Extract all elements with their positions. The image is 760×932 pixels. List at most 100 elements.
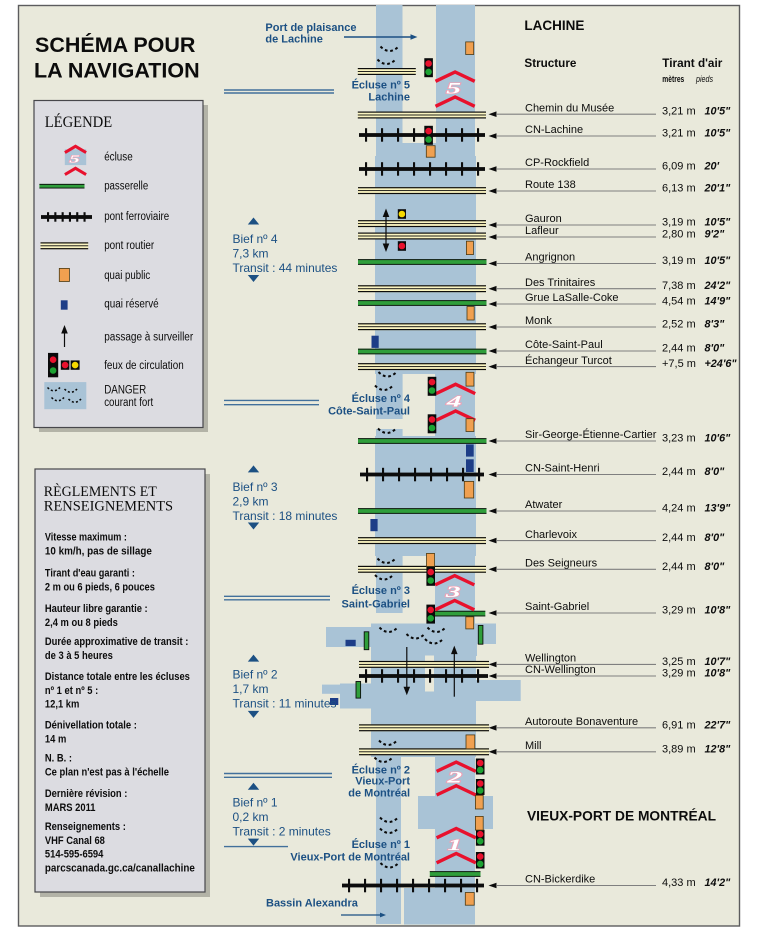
svg-text:nº 1 et nº 5 :: nº 1 et nº 5 : xyxy=(45,685,98,697)
svg-text:N. B. :: N. B. : xyxy=(45,753,72,765)
svg-text:Gauron: Gauron xyxy=(525,213,562,225)
svg-text:4,33 m: 4,33 m xyxy=(662,877,696,889)
svg-text:14'9": 14'9" xyxy=(705,296,732,308)
svg-text:Renseignements :: Renseignements : xyxy=(45,821,126,833)
svg-text:Écluse nº 3: Écluse nº 3 xyxy=(352,584,410,597)
svg-text:pont ferroviaire: pont ferroviaire xyxy=(104,211,169,223)
svg-text:7,3 km: 7,3 km xyxy=(233,247,269,261)
svg-text:10'5": 10'5" xyxy=(705,106,732,118)
svg-text:Tirant d'eau garanti :: Tirant d'eau garanti : xyxy=(45,568,135,580)
svg-text:Angrignon: Angrignon xyxy=(525,252,575,264)
svg-text:10'8": 10'8" xyxy=(705,605,732,617)
svg-text:Bassin Alexandra: Bassin Alexandra xyxy=(266,898,359,910)
svg-text:2,80 m: 2,80 m xyxy=(662,229,696,241)
svg-text:6,13 m: 6,13 m xyxy=(662,183,696,195)
svg-text:Vieux-Port: Vieux-Port xyxy=(355,776,410,788)
svg-text:10 km/h, pas de sillage: 10 km/h, pas de sillage xyxy=(45,545,152,557)
svg-text:LA NAVIGATION: LA NAVIGATION xyxy=(34,59,200,83)
svg-text:8'0": 8'0" xyxy=(705,343,726,355)
svg-text:de 3 à 5 heures: de 3 à 5 heures xyxy=(45,650,113,662)
svg-text:2,44 m: 2,44 m xyxy=(662,343,696,355)
svg-text:7,38 m: 7,38 m xyxy=(662,280,696,292)
svg-text:24'2": 24'2" xyxy=(704,280,732,292)
svg-text:3,21 m: 3,21 m xyxy=(662,106,696,118)
svg-text:écluse: écluse xyxy=(104,152,133,164)
svg-text:2,44 m: 2,44 m xyxy=(662,532,696,544)
svg-text:Charlevoix: Charlevoix xyxy=(525,529,577,541)
svg-text:5: 5 xyxy=(446,80,461,97)
svg-text:Hauteur libre garantie :: Hauteur libre garantie : xyxy=(45,603,148,615)
svg-text:Bief nº 2: Bief nº 2 xyxy=(233,668,278,682)
svg-text:10'5": 10'5" xyxy=(705,128,732,140)
svg-text:3,19 m: 3,19 m xyxy=(662,217,696,229)
svg-text:Wellington: Wellington xyxy=(525,653,576,665)
svg-text:Mill: Mill xyxy=(525,740,542,752)
svg-text:8'3": 8'3" xyxy=(705,319,726,331)
svg-text:2,4 m ou 8 pieds: 2,4 m ou 8 pieds xyxy=(45,617,118,629)
svg-text:+7,5 m: +7,5 m xyxy=(662,358,696,370)
svg-text:6,91 m: 6,91 m xyxy=(662,719,696,731)
svg-text:CP-Rockfield: CP-Rockfield xyxy=(525,157,589,169)
svg-text:Atwater: Atwater xyxy=(525,499,563,511)
svg-text:CN-Bickerdike: CN-Bickerdike xyxy=(525,874,595,886)
svg-text:5: 5 xyxy=(69,152,79,165)
svg-text:LACHINE: LACHINE xyxy=(524,17,584,33)
svg-text:Vieux-Port de Montréal: Vieux-Port de Montréal xyxy=(290,852,410,864)
svg-text:Vitesse maximum :: Vitesse maximum : xyxy=(45,532,127,544)
svg-text:10'5": 10'5" xyxy=(705,255,732,267)
svg-text:Lafleur: Lafleur xyxy=(525,225,559,237)
svg-text:Écluse nº 2: Écluse nº 2 xyxy=(352,763,410,776)
svg-text:3,29 m: 3,29 m xyxy=(662,605,696,617)
svg-text:Bief nº 3: Bief nº 3 xyxy=(233,480,278,494)
svg-text:DANGER: DANGER xyxy=(104,385,146,397)
svg-text:6,09 m: 6,09 m xyxy=(662,161,696,173)
svg-text:CN-Wellington: CN-Wellington xyxy=(525,664,596,676)
svg-text:Transit : 18 minutes: Transit : 18 minutes xyxy=(233,509,338,523)
svg-text:Dernière révision :: Dernière révision : xyxy=(45,788,128,800)
svg-text:Monk: Monk xyxy=(525,315,552,327)
svg-text:2,9 km: 2,9 km xyxy=(233,495,269,509)
svg-text:CN-Lachine: CN-Lachine xyxy=(525,124,583,136)
svg-text:3,19 m: 3,19 m xyxy=(662,255,696,267)
svg-text:8'0": 8'0" xyxy=(705,532,726,544)
svg-text:Côte-Saint-Paul: Côte-Saint-Paul xyxy=(525,339,603,351)
svg-text:10'8": 10'8" xyxy=(705,668,732,680)
svg-text:Transit : 11 minutes: Transit : 11 minutes xyxy=(233,697,337,711)
svg-text:feux de circulation: feux de circulation xyxy=(104,360,184,372)
svg-text:de Lachine: de Lachine xyxy=(265,34,322,46)
svg-text:passerelle: passerelle xyxy=(104,180,148,192)
svg-text:quai public: quai public xyxy=(104,270,150,282)
svg-text:4,54 m: 4,54 m xyxy=(662,296,696,308)
svg-text:0,2 km: 0,2 km xyxy=(233,810,269,824)
svg-text:mètres: mètres xyxy=(662,74,684,84)
svg-text:10'5": 10'5" xyxy=(705,217,732,229)
svg-text:quai réservé: quai réservé xyxy=(104,299,159,311)
svg-text:de Montréal: de Montréal xyxy=(348,787,410,799)
svg-text:Durée approximative de transit: Durée approximative de transit : xyxy=(45,636,189,648)
svg-text:9'2": 9'2" xyxy=(705,229,726,241)
svg-text:Échangeur Turcot: Échangeur Turcot xyxy=(525,354,612,367)
svg-text:pieds: pieds xyxy=(695,74,713,84)
svg-text:Bief nº 4: Bief nº 4 xyxy=(233,232,278,246)
svg-text:Structure: Structure xyxy=(524,58,576,70)
svg-text:Saint-Gabriel: Saint-Gabriel xyxy=(525,601,589,613)
svg-text:20'1": 20'1" xyxy=(704,183,732,195)
svg-text:Sir-George-Étienne-Cartier: Sir-George-Étienne-Cartier xyxy=(525,428,657,441)
svg-text:20': 20' xyxy=(704,161,720,173)
svg-text:Tirant d'air: Tirant d'air xyxy=(662,58,723,70)
svg-text:VIEUX-PORT DE MONTRÉAL: VIEUX-PORT DE MONTRÉAL xyxy=(527,808,716,824)
svg-text:Grue LaSalle-Coke: Grue LaSalle-Coke xyxy=(525,292,619,304)
svg-text:Des Seigneurs: Des Seigneurs xyxy=(525,558,598,570)
svg-text:2,52 m: 2,52 m xyxy=(662,319,696,331)
svg-text:3,89 m: 3,89 m xyxy=(662,743,696,755)
svg-text:Saint-Gabriel: Saint-Gabriel xyxy=(342,598,410,610)
svg-text:courant fort: courant fort xyxy=(104,397,154,409)
svg-text:10'6": 10'6" xyxy=(705,433,732,445)
svg-text:12,1 km: 12,1 km xyxy=(45,699,80,711)
svg-text:pont routier: pont routier xyxy=(104,240,154,252)
svg-text:2,44 m: 2,44 m xyxy=(662,561,696,573)
svg-text:SCHÉMA POUR: SCHÉMA POUR xyxy=(35,32,196,57)
svg-text:3,21 m: 3,21 m xyxy=(662,128,696,140)
svg-text:MARS 2011: MARS 2011 xyxy=(45,802,96,814)
svg-text:Côte-Saint-Paul: Côte-Saint-Paul xyxy=(328,406,410,418)
